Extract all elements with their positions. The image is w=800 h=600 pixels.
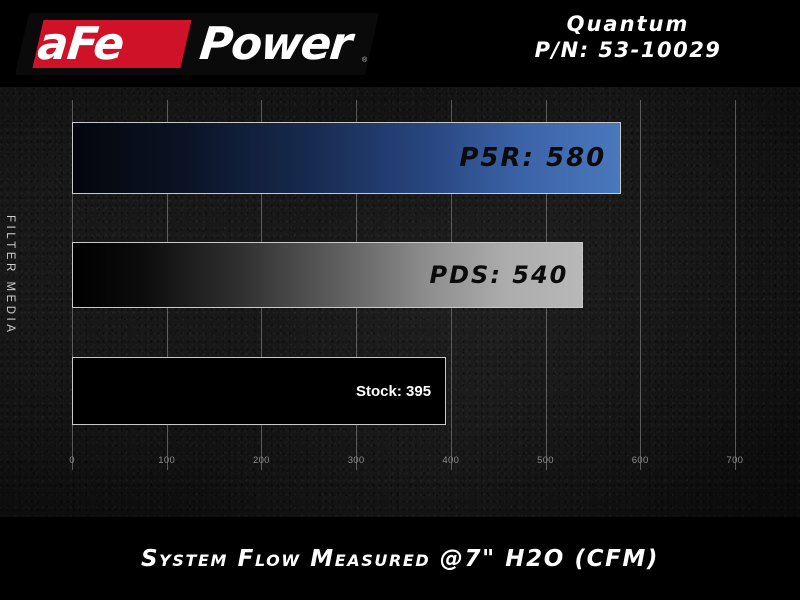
part-number: P/N: 53-10029 (534, 38, 722, 62)
product-line-name: Quantum (566, 12, 690, 36)
x-tick-label-700: 700 (726, 455, 744, 466)
x-tick-label-200: 200 (253, 455, 270, 466)
bar-value-label-pds: PDS: 540 (429, 261, 569, 289)
x-tick-label-300: 300 (347, 455, 365, 466)
plot-area: 0 100 200 300 400 500 600 700 P5R: 580 PDS: 540 S… (0, 87, 800, 517)
logo-text-afe: aFe (35, 17, 127, 70)
chart-caption: System Flow Measured @7" H2O (CFM) (140, 545, 659, 572)
product-info: Quantum P/N: 53-10029 (498, 11, 758, 63)
gridline-700 (734, 100, 736, 470)
x-tick-label-0: 0 (69, 455, 75, 466)
bar-p5r: P5R: 580 (72, 122, 622, 194)
footer-bar: System Flow Measured @7" H2O (CFM) (0, 517, 800, 600)
x-tick-label-400: 400 (442, 455, 460, 466)
header-bar: aFe Power ® Quantum P/N: 53-10029 (0, 0, 800, 87)
bar-pds: PDS: 540 (72, 242, 584, 308)
bar-value-label-p5r: P5R: 580 (459, 143, 607, 173)
bar-stock: Stock: 395 (72, 357, 447, 425)
afe-power-logo: aFe Power ® (14, 13, 380, 75)
x-tick-label-100: 100 (158, 455, 176, 466)
y-axis-title: FILTER MEDIA (4, 215, 16, 336)
gridline-600 (640, 100, 642, 470)
x-tick-label-600: 600 (631, 455, 649, 466)
registered-trademark-icon: ® (362, 57, 368, 64)
logo-text-power: Power (197, 17, 354, 70)
x-tick-label-500: 500 (537, 455, 554, 466)
bar-value-label-stock: Stock: 395 (356, 382, 432, 400)
